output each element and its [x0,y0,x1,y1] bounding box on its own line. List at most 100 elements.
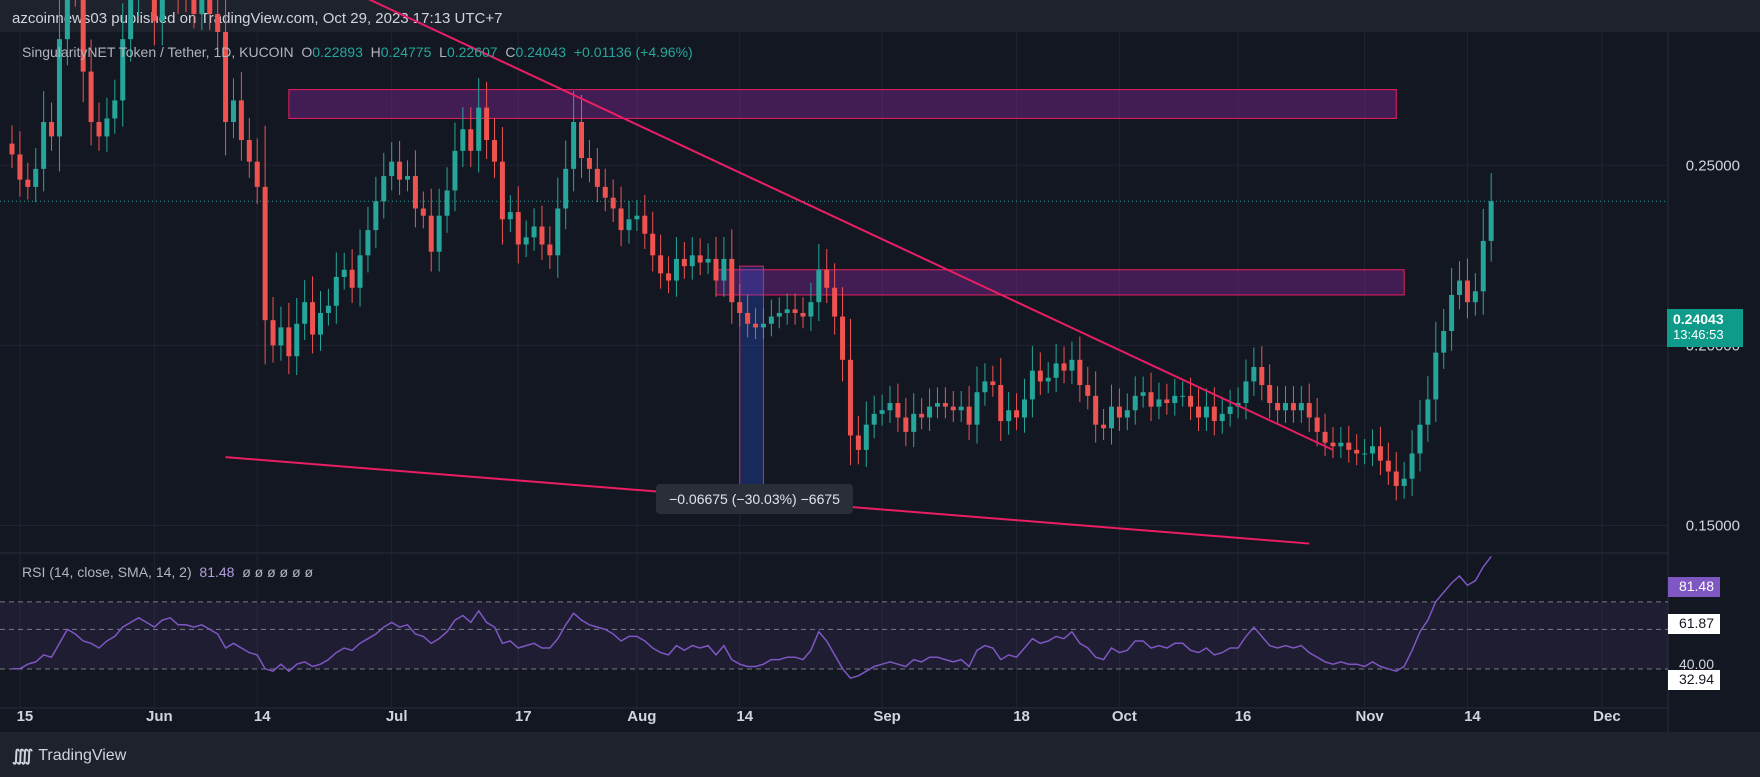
candle-body [207,0,213,14]
candle-body [760,323,766,328]
candle-body [934,403,940,407]
measure-label: −0.06675 (−30.03%) −6675 [656,484,853,514]
candle-body [9,143,15,155]
candle-body [1006,410,1012,422]
rsi-title: RSI (14, close, SMA, 14, 2) [22,564,192,580]
candle-body [571,122,577,169]
candle-body [1488,201,1494,241]
rsi-line [12,555,1492,679]
candle-body [286,327,292,357]
rsi-upper-tag: 61.87 [1668,614,1720,634]
candle-body [626,219,632,231]
symbol-name: SingularityNET Token / Tether, 1D, KUCOI… [22,44,294,60]
candle-body [1314,417,1320,432]
candle-body [697,255,703,263]
candle-body [1385,460,1391,472]
candle-body [650,233,656,256]
candle-body [270,320,276,346]
candle-body [507,212,513,220]
rsi-pane [0,555,1668,679]
candle-body [262,186,268,321]
candle-body [855,435,861,450]
candle-body [753,323,759,328]
candle-body [112,100,118,119]
candle-body [1417,424,1423,454]
candle-body [974,392,980,425]
candle-body [658,255,664,274]
candle-body [1085,385,1091,396]
candle-body [25,179,31,187]
candle-body [405,176,410,180]
candle-body [911,413,917,432]
candle-body [1029,370,1035,400]
x-tick-label: Oct [1112,708,1137,725]
candle-body [515,212,521,245]
zones [288,89,1405,505]
candle-body [159,0,165,22]
candle-body [982,381,988,393]
candle-body [539,226,545,245]
resistance-zone-upper [288,89,1397,119]
candle-body [887,403,893,411]
candle-body [879,410,885,414]
candle-body [958,406,964,411]
rsi-extras: ø ø ø ø ø ø [242,564,313,580]
x-tick-label: 14 [254,708,271,725]
symbol-legend: SingularityNET Token / Tether, 1D, KUCOI… [22,44,693,60]
candle-body [705,258,711,263]
close-value: 0.24043 [515,44,567,60]
candle-body [325,305,331,313]
x-tick-label: Aug [627,708,656,725]
candle-body [1180,395,1186,397]
measure-box [739,265,764,505]
candle-body [412,176,418,209]
candle-body [1061,363,1067,371]
candle-body [784,309,790,313]
candle-body [452,150,458,191]
candle-body [1283,403,1289,411]
candle-body [223,31,229,123]
candle-body [713,258,719,281]
change-value: +0.01136 (+4.96%) [573,44,693,60]
high-label: H [370,44,381,60]
candle-body [1243,381,1249,404]
candle-body [1108,406,1114,429]
close-label: C [505,44,516,60]
candle-body [1148,392,1154,407]
candle-body [1393,471,1399,486]
candle-body [1053,363,1059,378]
candle-body [397,161,403,180]
candle-body [1219,413,1225,422]
candle-body [1354,449,1360,454]
low-value: 0.22607 [446,44,498,60]
candle-body [1330,442,1336,447]
x-tick-label: 15 [17,708,34,725]
footer-brand[interactable]: ⨌ TradingView [12,746,126,766]
last-price: 0.24043 [1673,311,1724,327]
falling-resistance-line [368,0,1334,451]
publisher-line: azcoinnews03 published on TradingView.co… [12,10,503,27]
x-tick-label: Jun [146,708,173,725]
candle-body [1322,431,1328,443]
candle-body [120,39,126,101]
rsi-value-tag: 81.48 [1668,577,1720,597]
candle-body [863,424,869,450]
candle-body [468,129,474,151]
candle-body [776,312,782,317]
candle-body [990,381,996,386]
candle-body [745,312,751,324]
candle-body [1124,410,1130,418]
open-value: 0.22893 [312,44,363,60]
candle-body [1045,377,1051,382]
bar-countdown: 13:46:53 [1673,327,1724,342]
candle-body [254,161,260,187]
candle-body [1480,240,1486,292]
candles [9,0,1494,501]
candle-body [1116,406,1122,418]
candle-body [1172,395,1178,404]
rsi-band-fill [0,601,1668,669]
chart-frame[interactable] [0,32,1760,732]
candle-body [191,0,197,14]
